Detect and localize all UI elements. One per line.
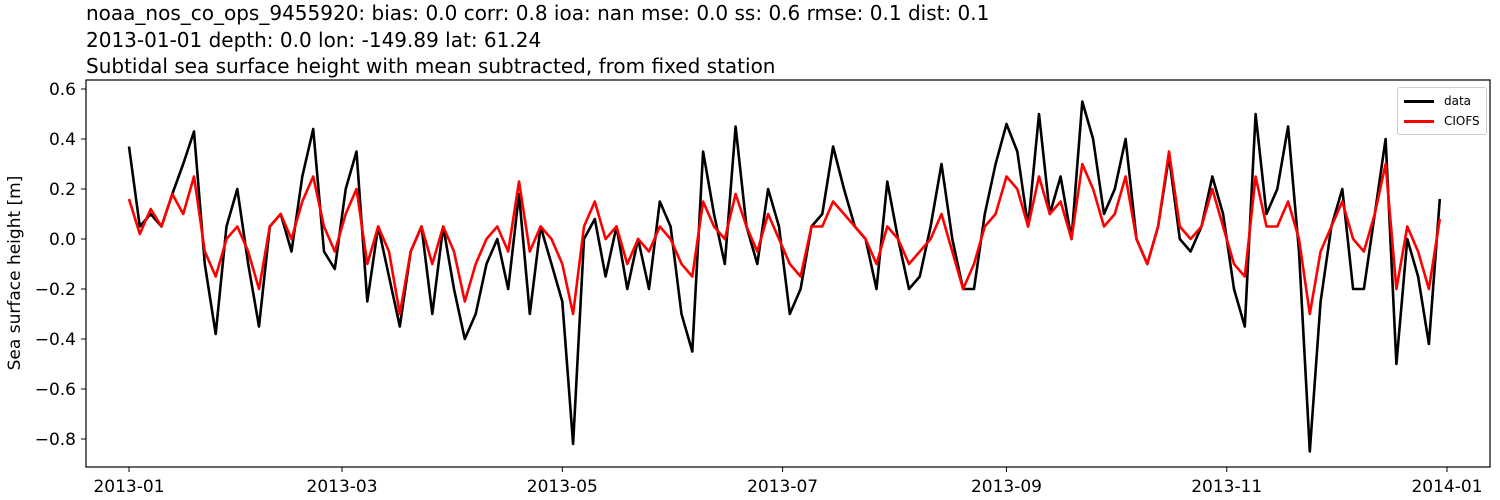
x-tick-label: 2013-09 — [971, 477, 1042, 497]
x-tick-label: 2014-01 — [1411, 477, 1482, 497]
chart-title-description: Subtidal sea surface height with mean su… — [86, 54, 776, 78]
plot-area — [127, 100, 1442, 453]
y-axis-label: Sea surface height [m] — [5, 176, 25, 371]
y-tick-label: 0.2 — [49, 180, 76, 200]
chart-title-stats: noaa_nos_co_ops_9455920: bias: 0.0 corr:… — [86, 1, 990, 25]
series-data-line — [127, 100, 1442, 453]
series-ciofs-line — [127, 150, 1442, 316]
x-tick-label: 2013-01 — [93, 477, 164, 497]
x-tick-label: 2013-05 — [527, 477, 598, 497]
x-axis: 2013-01 2013-03 2013-05 2013-07 2013-09 2013-… — [93, 467, 1483, 497]
legend: data CIOFS — [1397, 87, 1487, 135]
x-tick-label: 2013-03 — [307, 477, 378, 497]
y-tick-label: 0.6 — [49, 80, 76, 100]
y-tick-label: −0.4 — [35, 330, 76, 350]
x-tick-label: 2013-11 — [1191, 477, 1262, 497]
axes-frame — [85, 79, 1491, 468]
x-tick-label: 2013-07 — [747, 477, 818, 497]
y-tick-label: −0.8 — [35, 430, 76, 450]
legend-label-ciofs: CIOFS — [1444, 114, 1480, 128]
y-axis: 0.6 0.4 0.2 0.0 −0.2 −0.4 −0.6 −0.8 — [35, 80, 86, 450]
y-tick-label: −0.6 — [35, 380, 76, 400]
legend-swatch-data — [1404, 99, 1434, 103]
legend-label-data: data — [1444, 94, 1472, 108]
chart-title-location: 2013-01-01 depth: 0.0 lon: -149.89 lat: … — [86, 28, 542, 52]
legend-item-ciofs: CIOFS — [1404, 113, 1480, 129]
y-tick-label: 0.0 — [49, 230, 76, 250]
legend-swatch-ciofs — [1404, 119, 1434, 123]
y-tick-label: −0.2 — [35, 280, 76, 300]
y-tick-label: 0.4 — [49, 130, 76, 150]
legend-item-data: data — [1404, 93, 1471, 109]
